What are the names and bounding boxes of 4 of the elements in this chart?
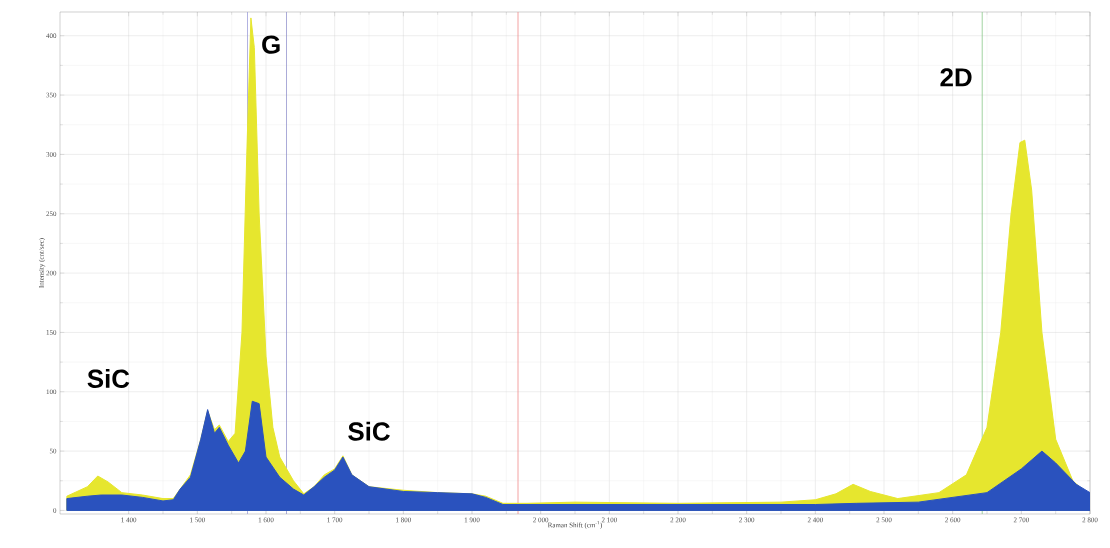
annotation: SiC: [87, 368, 130, 388]
annotation: 2D: [940, 68, 972, 87]
annotation: SiC: [348, 421, 390, 441]
annotation: G: [262, 35, 280, 54]
